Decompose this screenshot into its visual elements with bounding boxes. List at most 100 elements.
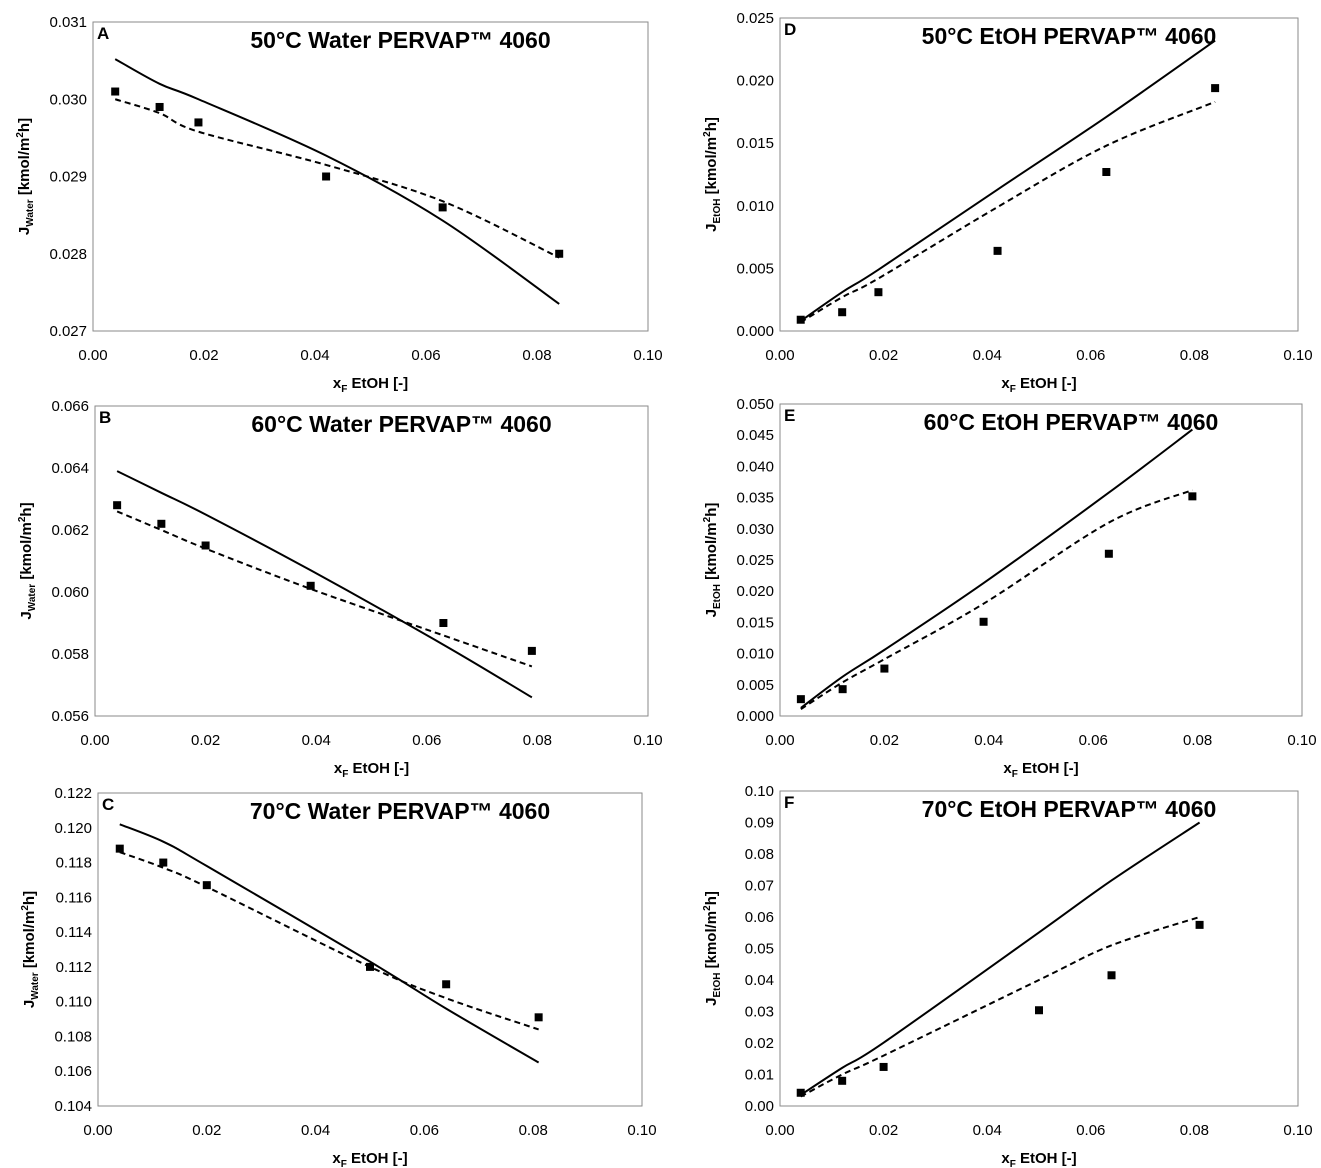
data-point-marker — [438, 203, 447, 212]
x-tick-label: 0.06 — [411, 347, 440, 364]
x-tick-label: 0.08 — [1180, 1122, 1209, 1139]
data-point-marker — [157, 519, 166, 528]
y-tick-label: 0.000 — [736, 708, 774, 725]
x-tick-label: 0.06 — [412, 732, 441, 749]
y-tick-label: 0.120 — [54, 820, 92, 837]
y-tick-label: 0.015 — [736, 135, 774, 152]
data-point-marker — [202, 881, 211, 890]
dashed-fit-line — [119, 851, 539, 1031]
data-point-marker — [194, 118, 203, 127]
chart-panel-b: 0.056 0.058 0.060 0.062 0.064 0.066 0.00 0.02 0.… — [17, 398, 663, 780]
y-tick-label: 0.030 — [49, 91, 87, 108]
data-point-marker — [838, 308, 847, 317]
data-point-marker — [1102, 167, 1111, 176]
y-tick-label: 0.025 — [736, 552, 774, 569]
chart-panel-e: 0.000 0.005 0.010 0.015 0.020 0.025 0.030 0.035… — [702, 396, 1317, 780]
y-tick-label: 0.056 — [51, 708, 89, 725]
x-tick-label: 0.00 — [80, 732, 109, 749]
x-tick-label: 0.04 — [974, 732, 1003, 749]
x-tick-label: 0.02 — [192, 1122, 221, 1139]
data-point-marker — [155, 102, 164, 111]
plot-area-frame — [779, 790, 1299, 1107]
data-point-marker — [796, 315, 805, 324]
chart-title: 70°C Water PERVAP™ 4060 — [250, 798, 550, 824]
chart-title: 50°C Water PERVAP™ 4060 — [250, 27, 550, 53]
x-tick-label: 0.06 — [410, 1122, 439, 1139]
x-tick-label: 0.04 — [301, 1122, 330, 1139]
y-tick-label: 0.110 — [56, 994, 92, 1011]
y-tick-label: 0.028 — [49, 246, 87, 263]
x-tick-label: 0.08 — [523, 732, 552, 749]
data-point-marker — [879, 1062, 888, 1071]
panel-letter: B — [99, 408, 111, 427]
x-tick-label: 0.04 — [973, 347, 1002, 364]
dashed-fit-line — [116, 510, 533, 668]
data-point-marker — [534, 1013, 543, 1022]
panel-letter: F — [784, 793, 794, 812]
data-point-marker — [838, 685, 847, 694]
data-point-marker — [874, 288, 883, 297]
y-axis-label: JWater [kmol/m2h] — [15, 118, 36, 235]
y-tick-label: 0.066 — [51, 398, 89, 415]
y-tick-label: 0.07 — [745, 878, 774, 895]
y-tick-label: 0.05 — [745, 941, 774, 958]
dashed-fit-line — [800, 916, 1200, 1098]
x-tick-label: 0.00 — [765, 347, 794, 364]
data-point-marker — [201, 541, 210, 550]
data-point-marker — [439, 619, 448, 627]
x-tick-label: 0.08 — [1183, 732, 1212, 749]
dashed-fit-line — [800, 489, 1193, 710]
y-tick-label: 0.10 — [745, 783, 774, 800]
x-tick-label: 0.00 — [765, 732, 794, 749]
data-point-marker — [1104, 549, 1113, 558]
chart-panel-f: 0.00 0.01 0.02 0.03 0.04 0.05 0.06 0.07 0.08 0.09… — [702, 783, 1313, 1168]
solid-model-line — [114, 58, 560, 305]
x-tick-label: 0.10 — [627, 1122, 656, 1139]
solid-model-line — [116, 470, 533, 699]
x-tick-label: 0.08 — [1180, 347, 1209, 364]
y-tick-label: 0.035 — [736, 490, 774, 507]
y-tick-label: 0.010 — [736, 646, 774, 663]
panel-letter: C — [102, 795, 114, 814]
y-axis-label: JEtOH [kmol/m2h] — [702, 117, 723, 232]
y-axis-label: JEtOH [kmol/m2h] — [702, 891, 723, 1006]
solid-model-line — [800, 39, 1216, 322]
data-point-marker — [993, 246, 1002, 255]
chart-panel-c: 0.104 0.106 0.108 0.110 0.112 0.114 0.116 0.118… — [20, 785, 657, 1168]
y-tick-label: 0.06 — [745, 909, 774, 926]
x-axis-label: xF EtOH [-] — [1001, 375, 1076, 395]
dashed-fit-line — [114, 98, 560, 259]
data-point-marker — [555, 249, 564, 258]
x-tick-label: 0.10 — [633, 347, 662, 364]
y-tick-label: 0.025 — [736, 10, 774, 27]
chart-title: 50°C EtOH PERVAP™ 4060 — [922, 23, 1217, 49]
y-tick-label: 0.020 — [736, 583, 774, 600]
data-point-marker — [159, 858, 168, 867]
y-tick-label: 0.118 — [56, 855, 92, 872]
x-axis-label: xF EtOH [-] — [334, 760, 409, 780]
data-point-marker — [306, 581, 315, 590]
chart-panel-d: 0.000 0.005 0.010 0.015 0.020 0.025 0.00 0.02 0.… — [702, 10, 1313, 395]
y-tick-label: 0.04 — [745, 972, 774, 989]
y-tick-label: 0.08 — [745, 846, 774, 863]
y-tick-label: 0.112 — [56, 959, 92, 976]
data-point-marker — [979, 617, 988, 626]
x-tick-label: 0.02 — [869, 347, 898, 364]
y-tick-label: 0.027 — [49, 323, 87, 340]
x-tick-label: 0.10 — [1287, 732, 1316, 749]
x-tick-label: 0.04 — [302, 732, 331, 749]
y-tick-label: 0.029 — [49, 169, 87, 186]
solid-model-line — [800, 821, 1201, 1096]
plot-area-frame — [97, 792, 643, 1107]
y-tick-label: 0.116 — [56, 889, 92, 906]
y-tick-label: 0.030 — [736, 521, 774, 538]
y-tick-label: 0.058 — [51, 646, 89, 663]
y-tick-label: 0.045 — [736, 427, 774, 444]
x-tick-label: 0.06 — [1076, 347, 1105, 364]
y-tick-label: 0.00 — [745, 1098, 774, 1115]
y-tick-label: 0.062 — [51, 522, 89, 539]
data-point-marker — [322, 172, 331, 181]
y-tick-label: 0.031 — [49, 14, 87, 31]
y-tick-label: 0.005 — [736, 260, 774, 277]
